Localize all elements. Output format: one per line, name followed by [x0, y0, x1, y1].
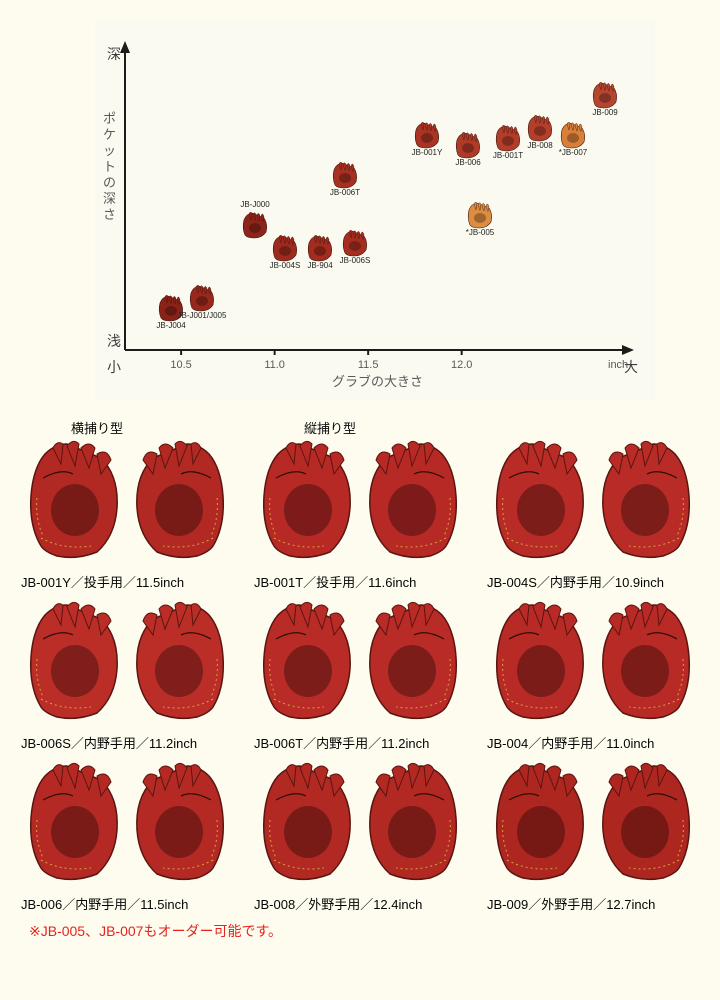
glove-pair — [483, 438, 703, 566]
svg-text:11.0: 11.0 — [264, 359, 285, 371]
glove-palm-icon — [129, 760, 231, 889]
svg-text:11.5: 11.5 — [358, 359, 379, 371]
glove-pair — [250, 599, 470, 727]
catalog-row: 横捕り型 JB-001Y／投手用／11.5inch 縦捕り型 — [17, 438, 703, 591]
svg-text:10.5: 10.5 — [170, 359, 191, 371]
glove-back-icon — [256, 438, 358, 567]
glove-item: JB-009／外野手用／12.7inch — [483, 760, 703, 913]
svg-text:ト: ト — [103, 159, 116, 174]
svg-text:JB-009: JB-009 — [592, 108, 618, 117]
glove-palm-icon — [129, 599, 231, 728]
catalog-row: JB-006／内野手用／11.5inch JB-008／外野手用／1 — [17, 760, 703, 913]
glove-palm-icon — [595, 438, 697, 567]
glove-back-icon — [23, 760, 125, 889]
glove-item: JB-006T／内野手用／11.2inch — [250, 599, 470, 752]
svg-text:inch: inch — [608, 359, 628, 371]
glove-pair — [250, 760, 470, 888]
glove-caption: JB-006／内野手用／11.5inch — [17, 894, 237, 913]
svg-text:ケ: ケ — [103, 127, 116, 142]
glove-back-icon — [256, 599, 358, 728]
glove-caption: JB-001T／投手用／11.6inch — [250, 572, 470, 591]
glove-caption: JB-006T／内野手用／11.2inch — [250, 733, 470, 752]
glove-item: 縦捕り型 JB-001T／投手用／11.6inch — [250, 438, 470, 591]
glove-item: JB-006／内野手用／11.5inch — [17, 760, 237, 913]
svg-text:*JB-005: *JB-005 — [466, 228, 495, 237]
svg-text:ッ: ッ — [103, 143, 116, 158]
svg-text:JB-001T: JB-001T — [493, 151, 523, 160]
type-label: 縦捕り型 — [304, 418, 356, 437]
svg-text:JB-J000: JB-J000 — [240, 200, 270, 209]
svg-text:JB-001Y: JB-001Y — [412, 148, 443, 157]
glove-caption: JB-004S／内野手用／10.9inch — [483, 572, 703, 591]
svg-text:JB-004S: JB-004S — [270, 261, 301, 270]
glove-palm-icon — [362, 599, 464, 728]
svg-text:ポ: ポ — [103, 111, 116, 126]
glove-palm-icon — [595, 760, 697, 889]
svg-text:JB-006T: JB-006T — [330, 188, 360, 197]
chart-svg: 深浅小大ポケットの深さ10.511.011.512.0inchグラブの大きさJB… — [95, 20, 655, 400]
glove-item: JB-008／外野手用／12.4inch — [250, 760, 470, 913]
type-label: 横捕り型 — [71, 418, 123, 437]
glove-caption: JB-006S／内野手用／11.2inch — [17, 733, 237, 752]
glove-pair — [483, 760, 703, 888]
scatter-chart: 深浅小大ポケットの深さ10.511.011.512.0inchグラブの大きさJB… — [95, 20, 655, 400]
svg-text:深: 深 — [103, 191, 116, 206]
glove-item: JB-006S／内野手用／11.2inch — [17, 599, 237, 752]
glove-catalog: 横捕り型 JB-001Y／投手用／11.5inch 縦捕り型 — [17, 438, 703, 941]
svg-text:の: の — [103, 175, 116, 190]
order-footnote: ※JB-005、JB-007もオーダー可能です。 — [17, 921, 703, 941]
svg-text:12.0: 12.0 — [451, 359, 472, 371]
svg-text:深: 深 — [107, 46, 121, 62]
glove-pair — [250, 438, 470, 566]
glove-back-icon — [489, 599, 591, 728]
glove-caption: JB-004／内野手用／11.0inch — [483, 733, 703, 752]
glove-back-icon — [489, 438, 591, 567]
svg-text:JB-J004: JB-J004 — [156, 321, 186, 330]
svg-text:さ: さ — [103, 207, 116, 222]
glove-caption: JB-001Y／投手用／11.5inch — [17, 572, 237, 591]
glove-item: 横捕り型 JB-001Y／投手用／11.5inch — [17, 438, 237, 591]
svg-text:浅: 浅 — [107, 333, 121, 349]
svg-text:JB-904: JB-904 — [307, 261, 333, 270]
svg-text:グラブの大きさ: グラブの大きさ — [332, 374, 423, 389]
glove-palm-icon — [362, 438, 464, 567]
glove-item: JB-004S／内野手用／10.9inch — [483, 438, 703, 591]
glove-palm-icon — [129, 438, 231, 567]
svg-text:小: 小 — [107, 359, 121, 375]
glove-back-icon — [489, 760, 591, 889]
glove-pair — [17, 599, 237, 727]
glove-back-icon — [256, 760, 358, 889]
svg-text:JB-J001/J005: JB-J001/J005 — [178, 311, 227, 320]
glove-back-icon — [23, 599, 125, 728]
glove-palm-icon — [362, 760, 464, 889]
glove-caption: JB-009／外野手用／12.7inch — [483, 894, 703, 913]
glove-pair — [483, 599, 703, 727]
svg-text:JB-006: JB-006 — [455, 158, 481, 167]
catalog-row: JB-006S／内野手用／11.2inch JB-006T／内野手用 — [17, 599, 703, 752]
glove-back-icon — [23, 438, 125, 567]
glove-item: JB-004／内野手用／11.0inch — [483, 599, 703, 752]
glove-pair — [17, 438, 237, 566]
svg-text:*JB-007: *JB-007 — [559, 148, 588, 157]
glove-caption: JB-008／外野手用／12.4inch — [250, 894, 470, 913]
glove-palm-icon — [595, 599, 697, 728]
svg-text:JB-008: JB-008 — [527, 141, 553, 150]
glove-pair — [17, 760, 237, 888]
svg-text:JB-006S: JB-006S — [340, 256, 371, 265]
